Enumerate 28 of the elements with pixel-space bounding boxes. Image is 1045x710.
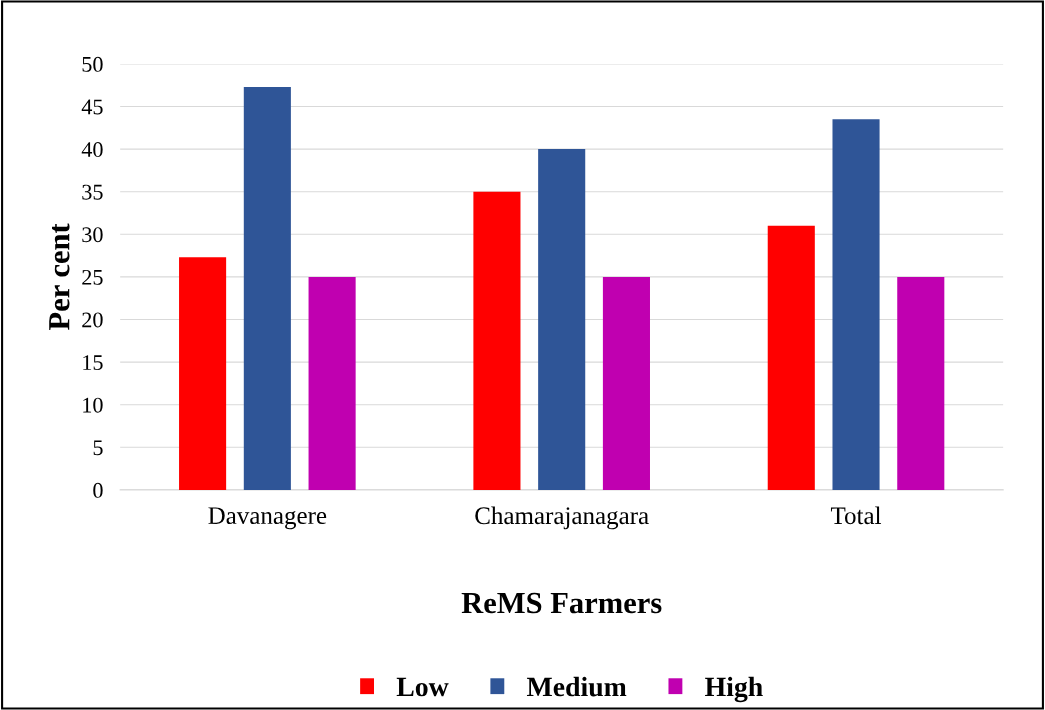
- bar: [602, 276, 650, 490]
- bar: [897, 276, 945, 490]
- bar: [538, 149, 586, 490]
- y-tick-label: 10: [83, 397, 103, 413]
- x-tick-label: Davanagere: [208, 507, 327, 530]
- y-tick-label: 0: [93, 482, 103, 498]
- x-axis-title: ReMS Farmers: [461, 592, 662, 614]
- y-axis-title: Per cent: [49, 223, 70, 330]
- bar: [473, 191, 521, 490]
- y-tick-label: 35: [82, 184, 103, 200]
- bar: [243, 86, 291, 490]
- x-tick-label: Total: [830, 506, 882, 525]
- y-tick-label: 40: [81, 142, 103, 158]
- y-tick-label: 30: [82, 227, 103, 243]
- legend-label: High: [705, 676, 763, 703]
- bar: [767, 225, 815, 490]
- y-tick-label: 15: [83, 355, 103, 371]
- bar: [832, 119, 880, 490]
- y-tick-label: 5: [93, 440, 103, 456]
- x-tick-label: Chamarajanagara: [475, 506, 649, 530]
- bar: [308, 276, 356, 490]
- bar: [179, 257, 227, 490]
- y-tick-label: 25: [82, 269, 103, 285]
- y-tick-label: 50: [82, 56, 103, 72]
- y-tick-label: 20: [82, 312, 103, 328]
- legend-label: Low: [396, 677, 449, 697]
- y-tick-label: 45: [81, 99, 103, 115]
- legend-label: Medium: [526, 676, 627, 697]
